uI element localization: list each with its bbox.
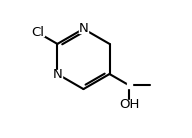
Bar <box>31 29 44 36</box>
Text: Cl: Cl <box>31 26 44 39</box>
Bar <box>79 25 88 33</box>
Bar <box>53 70 62 78</box>
Text: OH: OH <box>119 98 139 111</box>
Bar <box>123 100 135 108</box>
Text: N: N <box>79 22 88 35</box>
Bar <box>127 83 132 88</box>
Text: N: N <box>52 67 62 80</box>
